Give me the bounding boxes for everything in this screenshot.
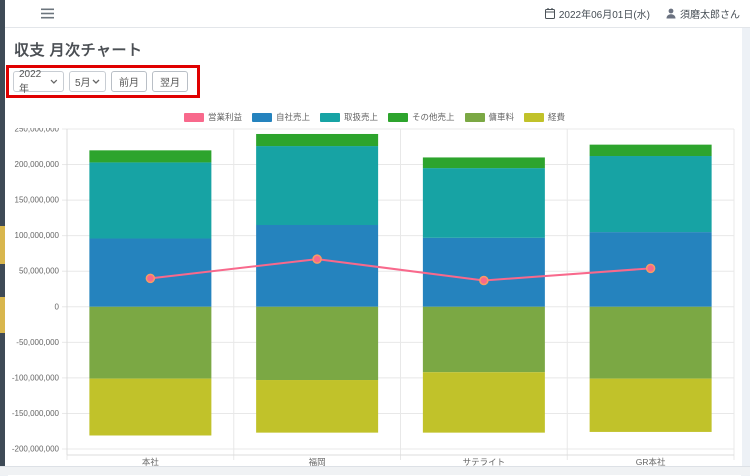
footer-strip (0, 466, 750, 475)
x-tick-label: GR本社 (636, 457, 666, 467)
date-label: 2022年06月01日(水) (558, 10, 650, 21)
legend-swatch (464, 112, 485, 122)
bar-segment (422, 306, 545, 373)
collapsed-sidebar[interactable] (0, 0, 5, 467)
y-tick-label: 100,000,000 (15, 231, 60, 240)
legend-label: 経費 (548, 112, 566, 122)
x-axis-labels: 本社 福岡 サテライト GR本社 (142, 457, 666, 467)
bar-segment (422, 237, 545, 307)
bar-segment (256, 146, 379, 225)
profit-line (145, 254, 656, 286)
page-title: 収支 月次チャート (14, 42, 143, 59)
current-date: 2022年06月01日(水) (544, 6, 650, 21)
stacked-bar-chart: 250,000,000 200,000,000 150,000,000 100,000… (12, 128, 735, 467)
y-tick-label: -100,000,000 (12, 373, 60, 382)
legend-label: 営業利益 (207, 112, 242, 122)
chart-card: 営業利益 自社売上 取扱売上 その他売上 傭車料 経費 250,000,000 200,00… (8, 105, 741, 476)
legend-item[interactable]: その他売上 (388, 111, 455, 123)
bar-segment (89, 150, 212, 163)
chevron-down-icon (92, 79, 100, 84)
user-name-label: 須磨太郎さん (680, 10, 740, 21)
line-point (479, 275, 489, 286)
bar-segment (89, 306, 212, 379)
line-point (645, 263, 656, 274)
bar-segment (422, 168, 545, 238)
chart-legend: 営業利益 自社売上 取扱売上 その他売上 傭車料 経費 (8, 111, 741, 123)
legend-item[interactable]: 経費 (524, 111, 565, 123)
bar-segment (589, 144, 712, 157)
bar-segment (256, 133, 379, 147)
legend-swatch (524, 112, 545, 122)
legend-swatch (388, 112, 408, 122)
right-gutter (742, 28, 750, 467)
legend-item[interactable]: 取扱売上 (319, 111, 378, 123)
month-select[interactable]: 5月 (69, 71, 106, 92)
x-tick-label: 福岡 (309, 457, 326, 467)
y-tick-label: 150,000,000 (15, 196, 60, 205)
x-tick-label: サテライト (463, 457, 506, 467)
line-point (312, 254, 322, 264)
year-select[interactable]: 2022年 (13, 68, 64, 95)
next-month-button[interactable]: 翌月 (152, 71, 188, 92)
bar-segment (589, 156, 712, 233)
hamburger-menu-icon[interactable] (39, 6, 56, 21)
annotation-red-box: 2022年 5月 前月 翌月 (6, 65, 200, 98)
legend-label: その他売上 (412, 112, 455, 122)
bar-segment (589, 306, 712, 379)
bar-segment (422, 157, 545, 169)
legend-swatch (251, 112, 272, 122)
sidebar-active-item-marker[interactable] (0, 226, 5, 264)
legend-item[interactable]: 傭車料 (464, 111, 515, 123)
month-select-value: 5月 (75, 78, 91, 89)
calendar-icon (544, 8, 555, 19)
legend-swatch (183, 112, 204, 122)
legend-label: 自社売上 (275, 112, 310, 122)
main-panel: 2022年06月01日(水) 須磨太郎さん 収支 月次チャート 2022年 (5, 0, 750, 476)
y-tick-label: -50,000,000 (16, 338, 59, 347)
legend-item[interactable]: 営業利益 (183, 111, 242, 123)
bar-segment (589, 378, 712, 432)
year-select-value: 2022年 (19, 68, 42, 95)
bars (89, 133, 712, 436)
bar-segment (256, 306, 379, 381)
bar-segment (256, 380, 379, 433)
x-tick-label: 本社 (142, 457, 160, 467)
line-point (145, 273, 156, 284)
top-header: 2022年06月01日(水) 須磨太郎さん (5, 0, 750, 28)
bar-segment (422, 372, 545, 433)
bar-segment (89, 162, 212, 239)
user-menu[interactable]: 須磨太郎さん (666, 6, 740, 21)
legend-swatch (319, 112, 340, 122)
prev-month-button[interactable]: 前月 (111, 71, 147, 92)
sidebar-active-item-marker-2[interactable] (0, 297, 5, 333)
y-tick-label: 250,000,000 (15, 128, 60, 134)
bar-segment (256, 225, 379, 307)
y-tick-label: 50,000,000 (19, 267, 60, 276)
person-icon (666, 8, 676, 19)
legend-label: 取扱売上 (343, 112, 378, 122)
y-tick-label: 0 (55, 302, 60, 311)
legend-label: 傭車料 (488, 112, 515, 122)
y-tick-label: -200,000,000 (12, 445, 60, 454)
bar-segment (89, 378, 212, 436)
legend-item[interactable]: 自社売上 (251, 111, 310, 123)
y-tick-label: -150,000,000 (12, 409, 60, 418)
chevron-down-icon (50, 79, 58, 84)
y-tick-label: 200,000,000 (15, 160, 60, 169)
